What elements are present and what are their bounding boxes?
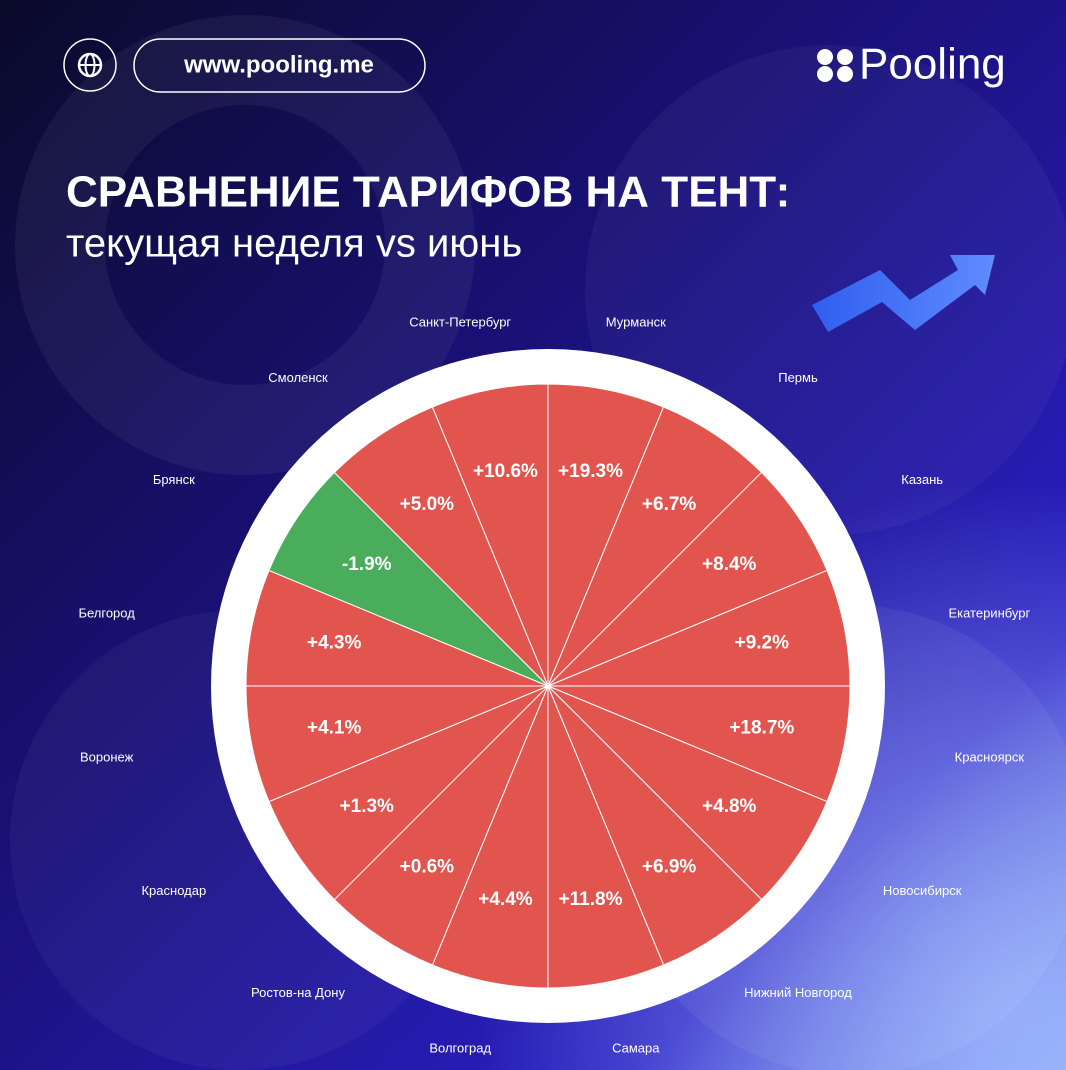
value-label: +4.8% (702, 796, 757, 817)
category-label: Ростов-на Дону (251, 985, 345, 1000)
globe-icon[interactable] (63, 38, 117, 92)
wedge (547, 471, 828, 687)
category-label: Пермь (778, 370, 818, 385)
category-label: Воронеж (80, 750, 134, 765)
wedge (245, 685, 549, 803)
value-label: +1.3% (340, 796, 395, 817)
wedge (547, 383, 665, 687)
category-label: Красноярск (955, 750, 1025, 765)
decor-ring (15, 15, 475, 475)
category-label: Екатеринбург (948, 605, 1030, 620)
value-label: -1.9% (342, 554, 392, 575)
category-label: Волгоград (429, 1040, 491, 1055)
value-label: +11.8% (559, 889, 623, 910)
value-label: +4.4% (478, 889, 533, 910)
value-label: +6.9% (642, 856, 697, 877)
category-label: Санкт-Петербург (409, 315, 511, 330)
category-label: Мурманск (606, 315, 666, 330)
category-label: Новосибирск (883, 883, 962, 898)
category-label: Казань (901, 472, 943, 487)
wedge (268, 471, 549, 687)
trend-arrow (812, 255, 995, 332)
url-pill[interactable] (133, 38, 426, 93)
wedge (268, 685, 549, 901)
logo-mark (817, 49, 853, 82)
category-label: Краснодар (141, 883, 206, 898)
wedge (431, 685, 549, 989)
wedge (547, 406, 763, 687)
wedge (547, 569, 851, 687)
category-label: Смоленск (268, 370, 328, 385)
wedge (547, 685, 828, 901)
category-label: Самара (612, 1040, 660, 1055)
value-label: +8.4% (702, 554, 757, 575)
value-label: +18.7% (729, 718, 794, 739)
value-label: +0.6% (400, 856, 455, 877)
category-label: Нижний Новгород (744, 985, 852, 1000)
category-label: Белгород (78, 605, 135, 620)
value-label: +4.1% (307, 718, 362, 739)
value-label: +19.3% (558, 461, 623, 482)
wedge (547, 685, 763, 966)
chart-title: СРАВНЕНИЕ ТАРИФОВ НА ТЕНТ: (66, 168, 790, 217)
wedge (333, 685, 549, 966)
value-label: +9.2% (735, 632, 790, 653)
wedge (431, 383, 549, 687)
wedge (333, 406, 549, 687)
value-label: +10.6% (473, 461, 538, 482)
logo: Pooling (859, 40, 1006, 89)
value-label: +6.7% (642, 494, 697, 515)
url[interactable]: www.pooling.me (183, 51, 374, 78)
wedge (245, 569, 549, 687)
category-label: Брянск (153, 472, 195, 487)
wedge (547, 685, 665, 989)
value-label: +4.3% (307, 632, 362, 653)
chart-subtitle: текущая неделя vs июнь (66, 222, 522, 266)
wedge (547, 685, 851, 803)
value-label: +5.0% (400, 494, 455, 515)
